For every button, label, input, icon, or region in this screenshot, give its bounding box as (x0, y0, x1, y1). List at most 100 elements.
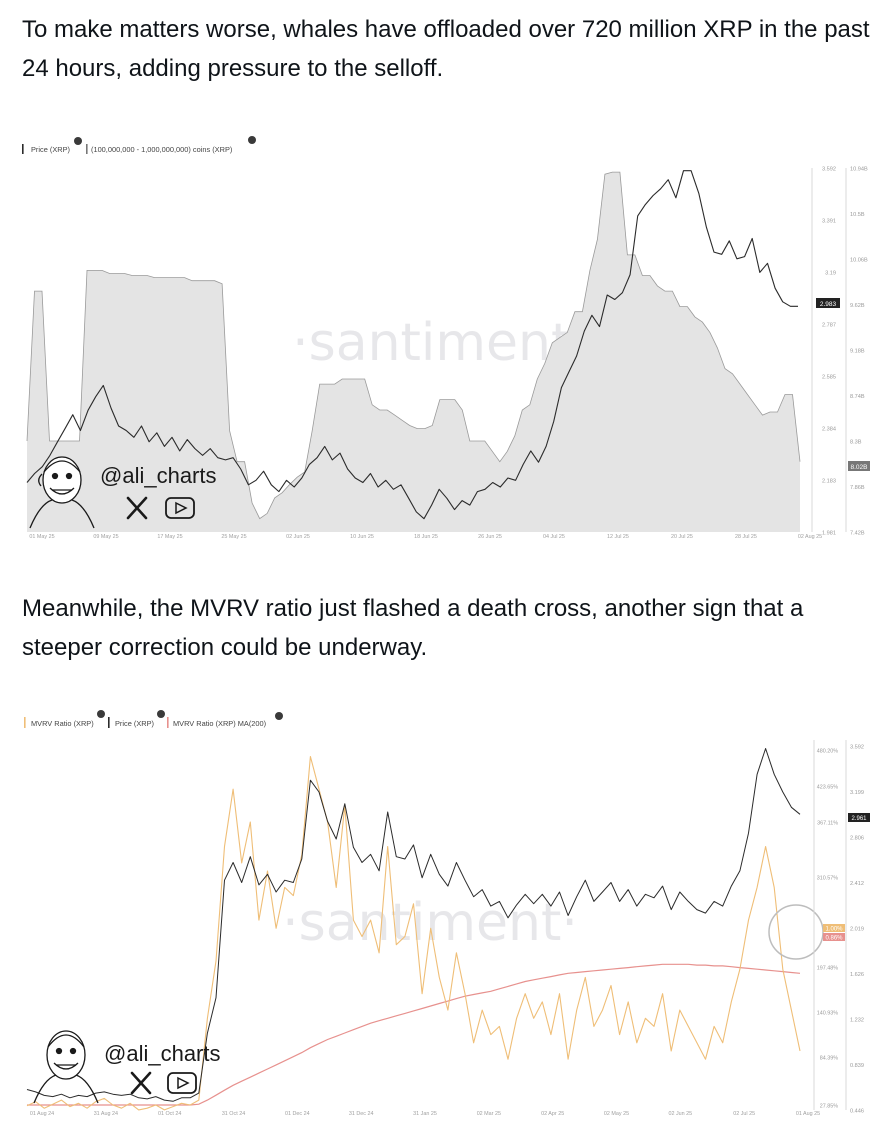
current-price-badge-bg (816, 298, 840, 308)
author-credit: @ali_charts (33, 1030, 221, 1104)
y-axis-right: 10.94B 10.5B 10.06B 9.62B 9.18B 8.74B 8.3B 7.86… (850, 167, 868, 537)
y-right-tick-label: 10.5B (850, 212, 865, 218)
x-tick-label: 01 Dec 24 (285, 1111, 310, 1117)
current-ma-badge-bg (823, 933, 845, 941)
x-tick-label: 31 Dec 24 (349, 1111, 374, 1117)
y-left-tick-label: 2.384 (822, 427, 836, 433)
play-button-icon[interactable] (165, 497, 195, 519)
y-right-tick-label: 10.06B (850, 258, 868, 264)
y-right-tick-label: 1.626 (850, 972, 864, 978)
x-tick-label: 12 Jul 25 (607, 534, 629, 540)
whale-holdings-line (26, 171, 801, 520)
whale-holdings-area (26, 171, 801, 532)
y-left-tick-label: 197.48% (817, 966, 838, 972)
current-price-value: 2.983 (820, 301, 837, 308)
y-left-tick-label: 84.39% (820, 1056, 838, 1062)
chart-mvrv-ratio: MVRV Ratio (XRP) Price (XRP) MVRV Ratio … (20, 705, 870, 1125)
x-axis: 01 May 25 09 May 25 17 May 25 25 May 25 02 J… (29, 534, 822, 540)
x-tick-label: 31 Oct 24 (222, 1111, 245, 1117)
legend-mvrv-label: MVRV Ratio (XRP) (31, 719, 94, 728)
x-tick-label: 01 Oct 24 (158, 1111, 181, 1117)
current-ma-value: 0.86% (825, 936, 843, 942)
y-right-tick-label: 7.86B (850, 485, 865, 491)
close-icon[interactable] (275, 712, 283, 720)
author-handle: @ali_charts (100, 463, 217, 488)
x-tick-label: 31 Jan 25 (413, 1111, 437, 1117)
current-mvrv-badge-bg (823, 924, 845, 932)
y-right-tick-label: 8.74B (850, 394, 865, 400)
x-tick-label: 25 May 25 (221, 534, 246, 540)
close-icon[interactable] (248, 136, 256, 144)
price-line (26, 748, 801, 1102)
y-left-tick-label: 2.183 (822, 479, 836, 485)
current-holdings-badge-bg (848, 461, 870, 471)
x-tick-label: 02 Aug 25 (798, 534, 822, 540)
y-right-tick-label: 0.446 (850, 1109, 864, 1115)
chart-whale-holdings: Price (XRP) (100,000,000 - 1,000,000,000… (20, 120, 870, 550)
y-left-tick-label: 480.20% (817, 749, 838, 755)
y-right-tick-label: 8.3B (850, 440, 862, 446)
y-left-tick-label: 2.585 (822, 375, 836, 381)
y-right-tick-label: 10.94B (850, 167, 868, 173)
play-button-icon[interactable] (167, 1072, 197, 1094)
whale-holdings-fill (27, 172, 800, 532)
author-handle: @ali_charts (104, 1041, 221, 1066)
x-tick-label: 10 Jun 25 (350, 534, 374, 540)
x-tick-label: 04 Jul 25 (543, 534, 565, 540)
current-holdings-badge: 8.02B (848, 461, 870, 471)
legend-ma-swatch (167, 717, 169, 728)
x-tick-label: 26 Jun 25 (478, 534, 502, 540)
price-series-line (26, 170, 798, 520)
x-tick-label: 02 Mar 25 (477, 1111, 501, 1117)
y-right-tick-label: 2.019 (850, 927, 864, 933)
y-right-tick-label: 2.806 (850, 836, 864, 842)
cartoon-avatar-icon (29, 456, 95, 529)
y-left-tick-label: 310.57% (817, 876, 838, 882)
close-icon[interactable] (97, 710, 105, 718)
legend-price-swatch (108, 717, 110, 728)
close-icon[interactable] (157, 710, 165, 718)
y-left-tick-label: 3.19 (825, 271, 836, 277)
legend-ma-label: MVRV Ratio (XRP) MA(200) (173, 719, 266, 728)
current-price-badge: 2.983 (816, 298, 840, 308)
x-tick-label: 01 May 25 (29, 534, 54, 540)
y-left-tick-label: 423.65% (817, 785, 838, 791)
legend: MVRV Ratio (XRP) Price (XRP) MVRV Ratio … (24, 710, 283, 728)
y-left-tick-label: 2.787 (822, 323, 836, 329)
watermark: ·santiment· (282, 893, 578, 953)
y-left-tick-label: 3.391 (822, 219, 836, 225)
x-tick-label: 01 Aug 25 (796, 1111, 820, 1117)
y-right-tick-label: 3.592 (850, 745, 864, 751)
current-price-value: 2.961 (851, 816, 867, 822)
y-left-tick-label: 367.11% (817, 821, 838, 827)
legend-price-swatch (22, 144, 24, 154)
legend-whale-label: (100,000,000 - 1,000,000,000) coins (XRP… (91, 145, 232, 154)
mvrv-series-line (26, 755, 801, 1111)
legend-mvrv-swatch (24, 717, 26, 728)
y-right-tick-label: 9.18B (850, 349, 865, 355)
y-right-tick-label: 1.232 (850, 1018, 864, 1024)
y-right-tick-label: 0.839 (850, 1063, 864, 1069)
y-right-tick-label: 9.62B (850, 303, 865, 309)
x-logo-icon[interactable] (130, 1071, 152, 1095)
x-axis: 01 Aug 24 31 Aug 24 01 Oct 24 31 Oct 24 01 D… (30, 1111, 820, 1117)
x-logo-icon[interactable] (126, 496, 148, 520)
x-tick-label: 31 Aug 24 (94, 1111, 118, 1117)
y-right-tick-label: 7.42B (850, 531, 865, 537)
y-left-tick-label: 3.592 (822, 167, 836, 173)
cartoon-avatar-icon (33, 1030, 99, 1104)
paragraph-whales: To make matters worse, whales have offlo… (22, 16, 870, 82)
y-axis-left: 3.592 3.391 3.19 2.787 2.585 2.384 2.183 1.981 (822, 167, 836, 537)
x-tick-label: 02 Jul 25 (733, 1111, 755, 1117)
y-left-tick-label: 27.85% (820, 1104, 838, 1110)
current-price-badge-bg (848, 813, 870, 822)
x-tick-label: 02 Jun 25 (668, 1111, 692, 1117)
x-tick-label: 17 May 25 (157, 534, 182, 540)
y-axis-left: 480.20% 423.65% 367.11% 310.57% 197.48% 140.9… (817, 749, 838, 1110)
x-tick-label: 02 May 25 (604, 1111, 629, 1117)
close-icon[interactable] (74, 137, 82, 145)
watermark: ·santiment· (292, 313, 588, 373)
paragraph-mvrv: Meanwhile, the MVRV ratio just flashed a… (22, 595, 804, 661)
current-holdings-value: 8.02B (851, 464, 868, 471)
y-right-tick-label: 2.412 (850, 881, 864, 887)
